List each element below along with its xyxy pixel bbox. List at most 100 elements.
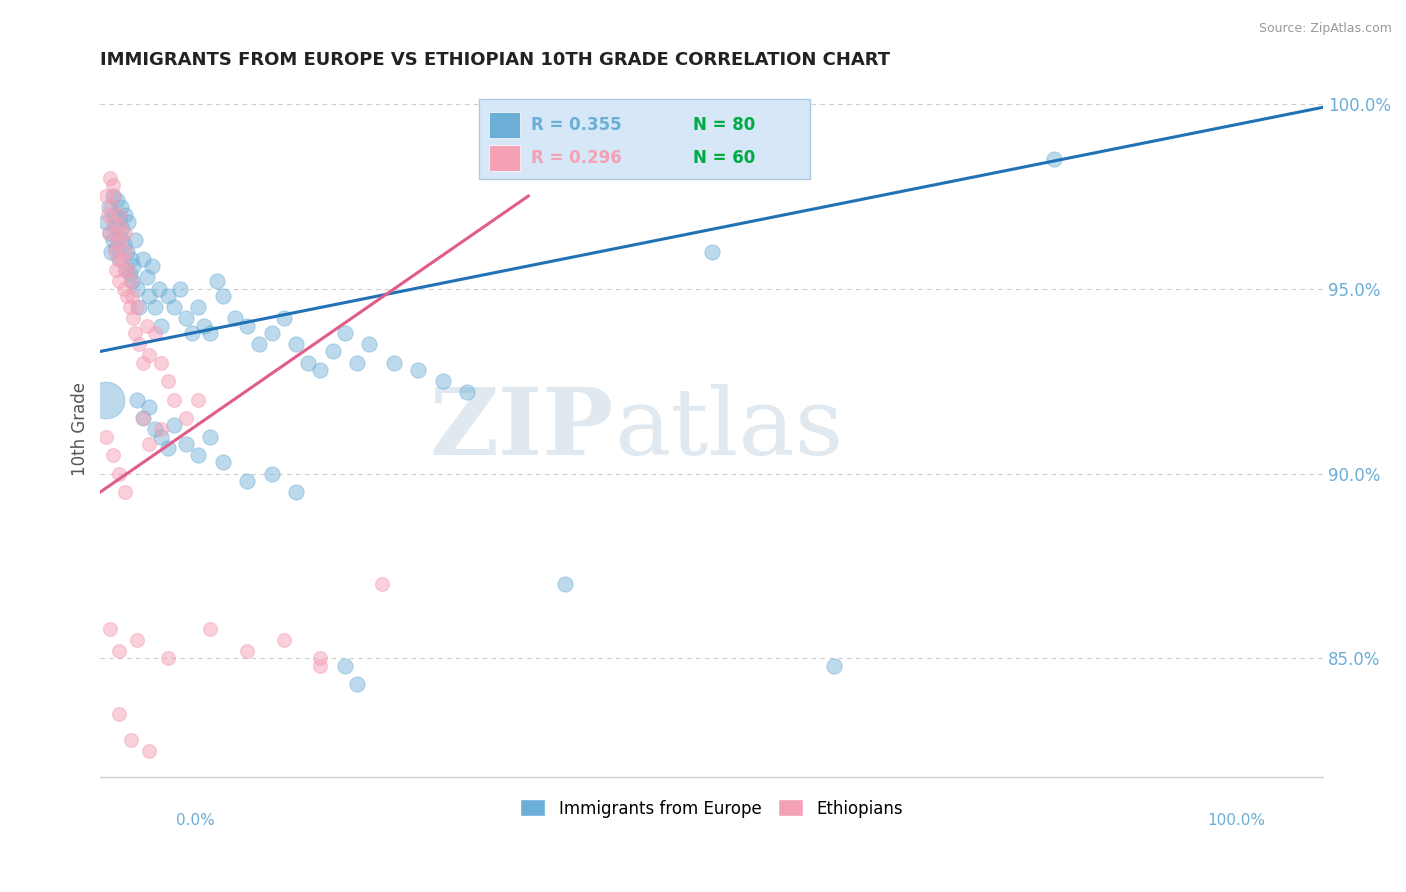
Point [122, 260, 145, 274]
Text: atlas: atlas [614, 384, 844, 475]
Point [382, 355, 405, 369]
Point [138, 348, 160, 362]
Point [107, 237, 129, 252]
Point [111, 222, 134, 236]
Point [163, 392, 186, 407]
Point [260, 326, 283, 340]
Point [117, 215, 139, 229]
Point [101, 234, 124, 248]
Point [211, 455, 233, 469]
Text: N = 60: N = 60 [693, 149, 755, 167]
Text: 100.0%: 100.0% [1208, 814, 1265, 828]
Point [163, 418, 186, 433]
Point [135, 270, 157, 285]
Point [121, 274, 143, 288]
Point [125, 632, 148, 647]
Point [285, 485, 308, 500]
Point [138, 289, 160, 303]
Point [108, 219, 131, 233]
Point [98, 622, 121, 636]
Text: IMMIGRANTS FROM EUROPE VS ETHIOPIAN 10TH GRADE CORRELATION CHART: IMMIGRANTS FROM EUROPE VS ETHIOPIAN 10TH… [100, 51, 890, 69]
Point [273, 311, 295, 326]
Point [156, 651, 179, 665]
Point [110, 200, 132, 214]
Point [150, 355, 173, 369]
Point [111, 252, 134, 266]
Point [187, 392, 209, 407]
Point [114, 263, 136, 277]
Point [118, 300, 141, 314]
Point [120, 252, 142, 266]
Text: Source: ZipAtlas.com: Source: ZipAtlas.com [1258, 22, 1392, 36]
Point [187, 300, 209, 314]
Legend: Immigrants from Europe, Ethiopians: Immigrants from Europe, Ethiopians [513, 793, 910, 824]
Point [333, 326, 356, 340]
Text: ZIP: ZIP [430, 384, 614, 475]
Point [132, 411, 155, 425]
Point [108, 229, 131, 244]
Point [107, 211, 129, 226]
Point [125, 300, 148, 314]
Point [1043, 152, 1066, 166]
Point [309, 659, 332, 673]
Point [145, 326, 167, 340]
Point [97, 208, 120, 222]
Point [107, 208, 129, 222]
Text: N = 80: N = 80 [693, 116, 755, 134]
Point [96, 189, 118, 203]
Point [121, 289, 143, 303]
Point [432, 374, 454, 388]
Point [117, 244, 139, 259]
Point [97, 226, 120, 240]
Point [211, 289, 233, 303]
Point [236, 644, 259, 658]
Point [118, 267, 141, 281]
Point [346, 677, 368, 691]
Point [297, 355, 319, 369]
Text: R = 0.296: R = 0.296 [531, 149, 621, 167]
Point [174, 411, 197, 425]
Point [309, 363, 332, 377]
Point [107, 193, 129, 207]
Point [114, 485, 136, 500]
Point [125, 392, 148, 407]
Text: R = 0.355: R = 0.355 [531, 116, 621, 134]
Point [117, 263, 139, 277]
Point [150, 422, 173, 436]
Point [236, 318, 259, 333]
Point [107, 644, 129, 658]
Point [148, 281, 170, 295]
Point [107, 467, 129, 481]
Point [96, 392, 118, 407]
Bar [489, 145, 520, 171]
Point [333, 659, 356, 673]
Point [103, 208, 125, 222]
Point [98, 226, 121, 240]
Point [101, 215, 124, 229]
Point [200, 429, 222, 443]
Point [115, 263, 138, 277]
Point [247, 337, 270, 351]
Point [141, 260, 163, 274]
Point [120, 274, 142, 288]
Point [174, 437, 197, 451]
Point [138, 437, 160, 451]
Point [112, 281, 135, 295]
Point [554, 577, 576, 591]
Point [145, 422, 167, 436]
Point [124, 234, 146, 248]
Point [104, 219, 127, 233]
Point [156, 289, 179, 303]
Point [100, 244, 122, 259]
Point [112, 237, 135, 252]
Point [700, 244, 723, 259]
Point [104, 226, 127, 240]
Point [150, 429, 173, 443]
Point [124, 326, 146, 340]
Point [346, 355, 368, 369]
Point [114, 208, 136, 222]
Point [145, 300, 167, 314]
Point [132, 411, 155, 425]
Point [260, 467, 283, 481]
Point [128, 337, 150, 351]
